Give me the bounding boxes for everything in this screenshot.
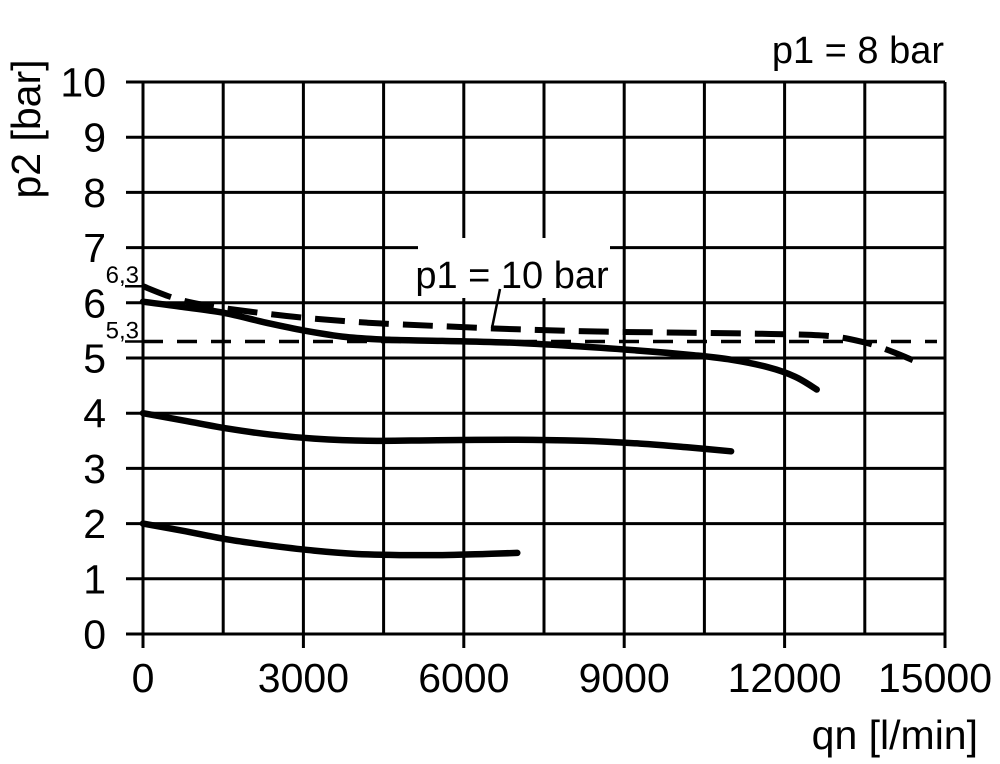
curve-set-4-bar	[139, 409, 735, 455]
x-tick-label: 0	[132, 655, 155, 701]
x-tick-label: 15000	[878, 655, 992, 701]
curves	[139, 283, 915, 559]
x-axis-label: qn [l/min]	[812, 712, 978, 758]
annotation-p1-10-bar-background	[418, 238, 610, 298]
y-tick-label: 7	[83, 225, 106, 271]
annotation-p1-10-bar: p1 = 10 bar	[415, 255, 609, 297]
curve-p1-8-bar	[139, 298, 820, 393]
annotation-p1-10-bar-leader-line	[490, 288, 502, 329]
y-tick-label: 10	[60, 60, 106, 106]
axis-tick-labels: 0 1 2 3 4 5 6 7 8 9 10 0 3000 6000 9000 12000 15000	[60, 60, 992, 702]
y-marker-label: 5,3	[106, 317, 139, 344]
y-marker-label: 6,3	[106, 262, 139, 289]
x-tick-label: 3000	[258, 655, 349, 701]
y-tick-label: 6	[83, 280, 106, 326]
x-tick-label: 9000	[579, 655, 670, 701]
y-marker-group: 6,3 5,3	[106, 262, 143, 344]
annotation-p1-8-bar: p1 = 8 bar	[772, 30, 945, 72]
y-tick-label: 9	[83, 115, 106, 161]
y-tick-label: 4	[83, 391, 106, 437]
y-tick-label: 0	[83, 612, 106, 658]
x-tick-label: 12000	[728, 655, 842, 701]
y-tick-label: 3	[83, 446, 106, 492]
x-tick-label: 6000	[418, 655, 509, 701]
curve-set-2-bar	[139, 520, 521, 559]
y-axis-label: p2 [bar]	[3, 59, 49, 198]
axis-ticks	[126, 80, 947, 648]
grid	[141, 80, 947, 636]
y-tick-label: 5	[83, 336, 106, 382]
y-tick-label: 2	[83, 501, 106, 547]
curve-p1-10-bar	[141, 283, 915, 363]
y-tick-label: 8	[83, 170, 106, 216]
y-tick-label: 1	[83, 556, 106, 602]
